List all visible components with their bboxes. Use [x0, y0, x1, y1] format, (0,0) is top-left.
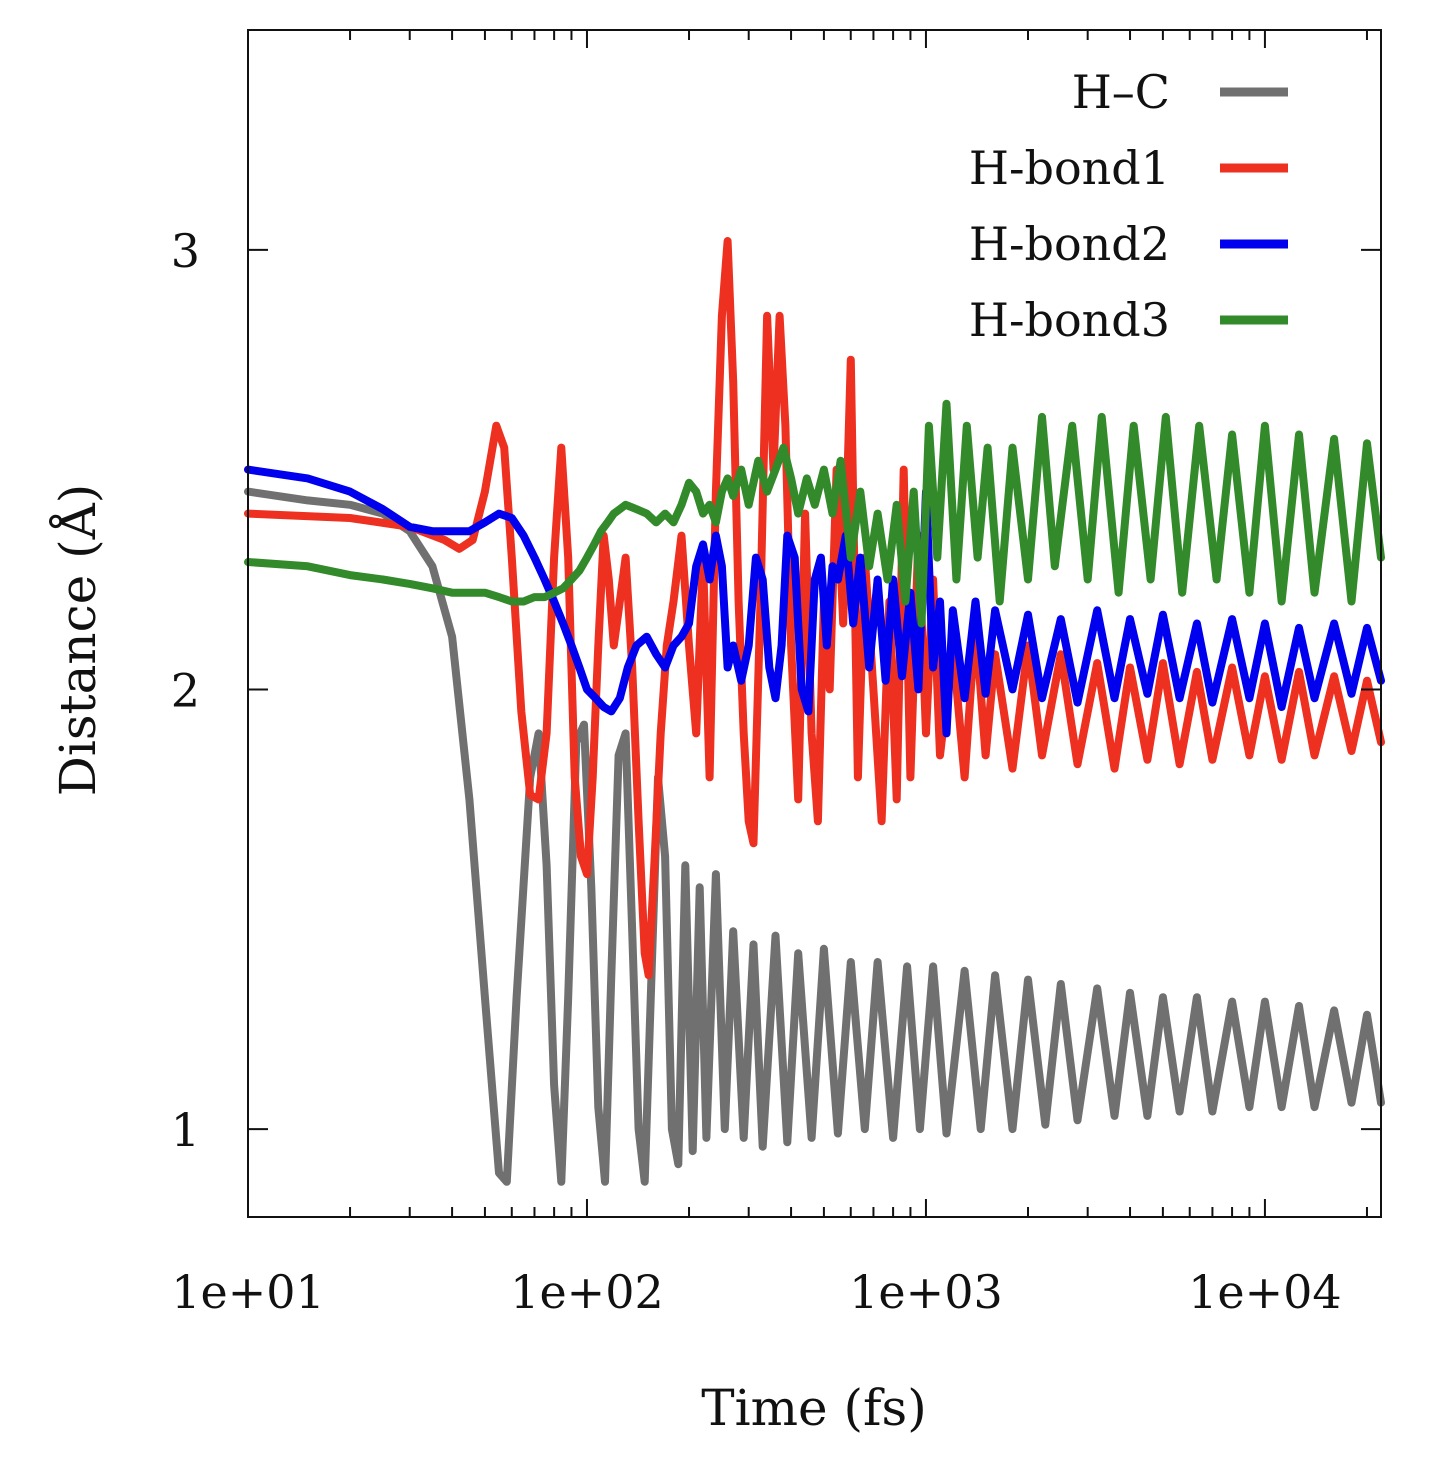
y-tick-label: 3	[171, 224, 200, 278]
series-layer	[244, 237, 1385, 1186]
y-axis-title: Distance (Å)	[48, 484, 107, 796]
legend-label-1: H–C	[1072, 65, 1170, 119]
x-tick-label: 1e+04	[1188, 1265, 1342, 1319]
series-line-1	[244, 487, 1385, 1186]
plot-frame	[247, 29, 1382, 1218]
series-line-2	[244, 237, 1385, 980]
y-axis-ticks: 1 2 3	[171, 224, 1381, 1157]
series-line-4	[244, 399, 1385, 628]
legend: H–C H-bond1 H-bond2 H-bond3	[969, 65, 1288, 347]
y-tick-label: 2	[171, 663, 200, 717]
x-tick-label: 1e+01	[171, 1265, 325, 1319]
x-axis-title: Time (fs)	[701, 1379, 926, 1437]
x-tick-label: 1e+02	[510, 1265, 664, 1319]
legend-label-3: H-bond2	[969, 217, 1170, 271]
x-axis-ticks: 1e+01 1e+02 1e+03 1e+04	[171, 30, 1368, 1319]
x-tick-label: 1e+03	[849, 1265, 1003, 1319]
y-tick-label: 1	[171, 1103, 200, 1157]
series-line-3	[244, 465, 1385, 738]
legend-label-2: H-bond1	[969, 141, 1170, 195]
legend-label-4: H-bond3	[969, 293, 1170, 347]
